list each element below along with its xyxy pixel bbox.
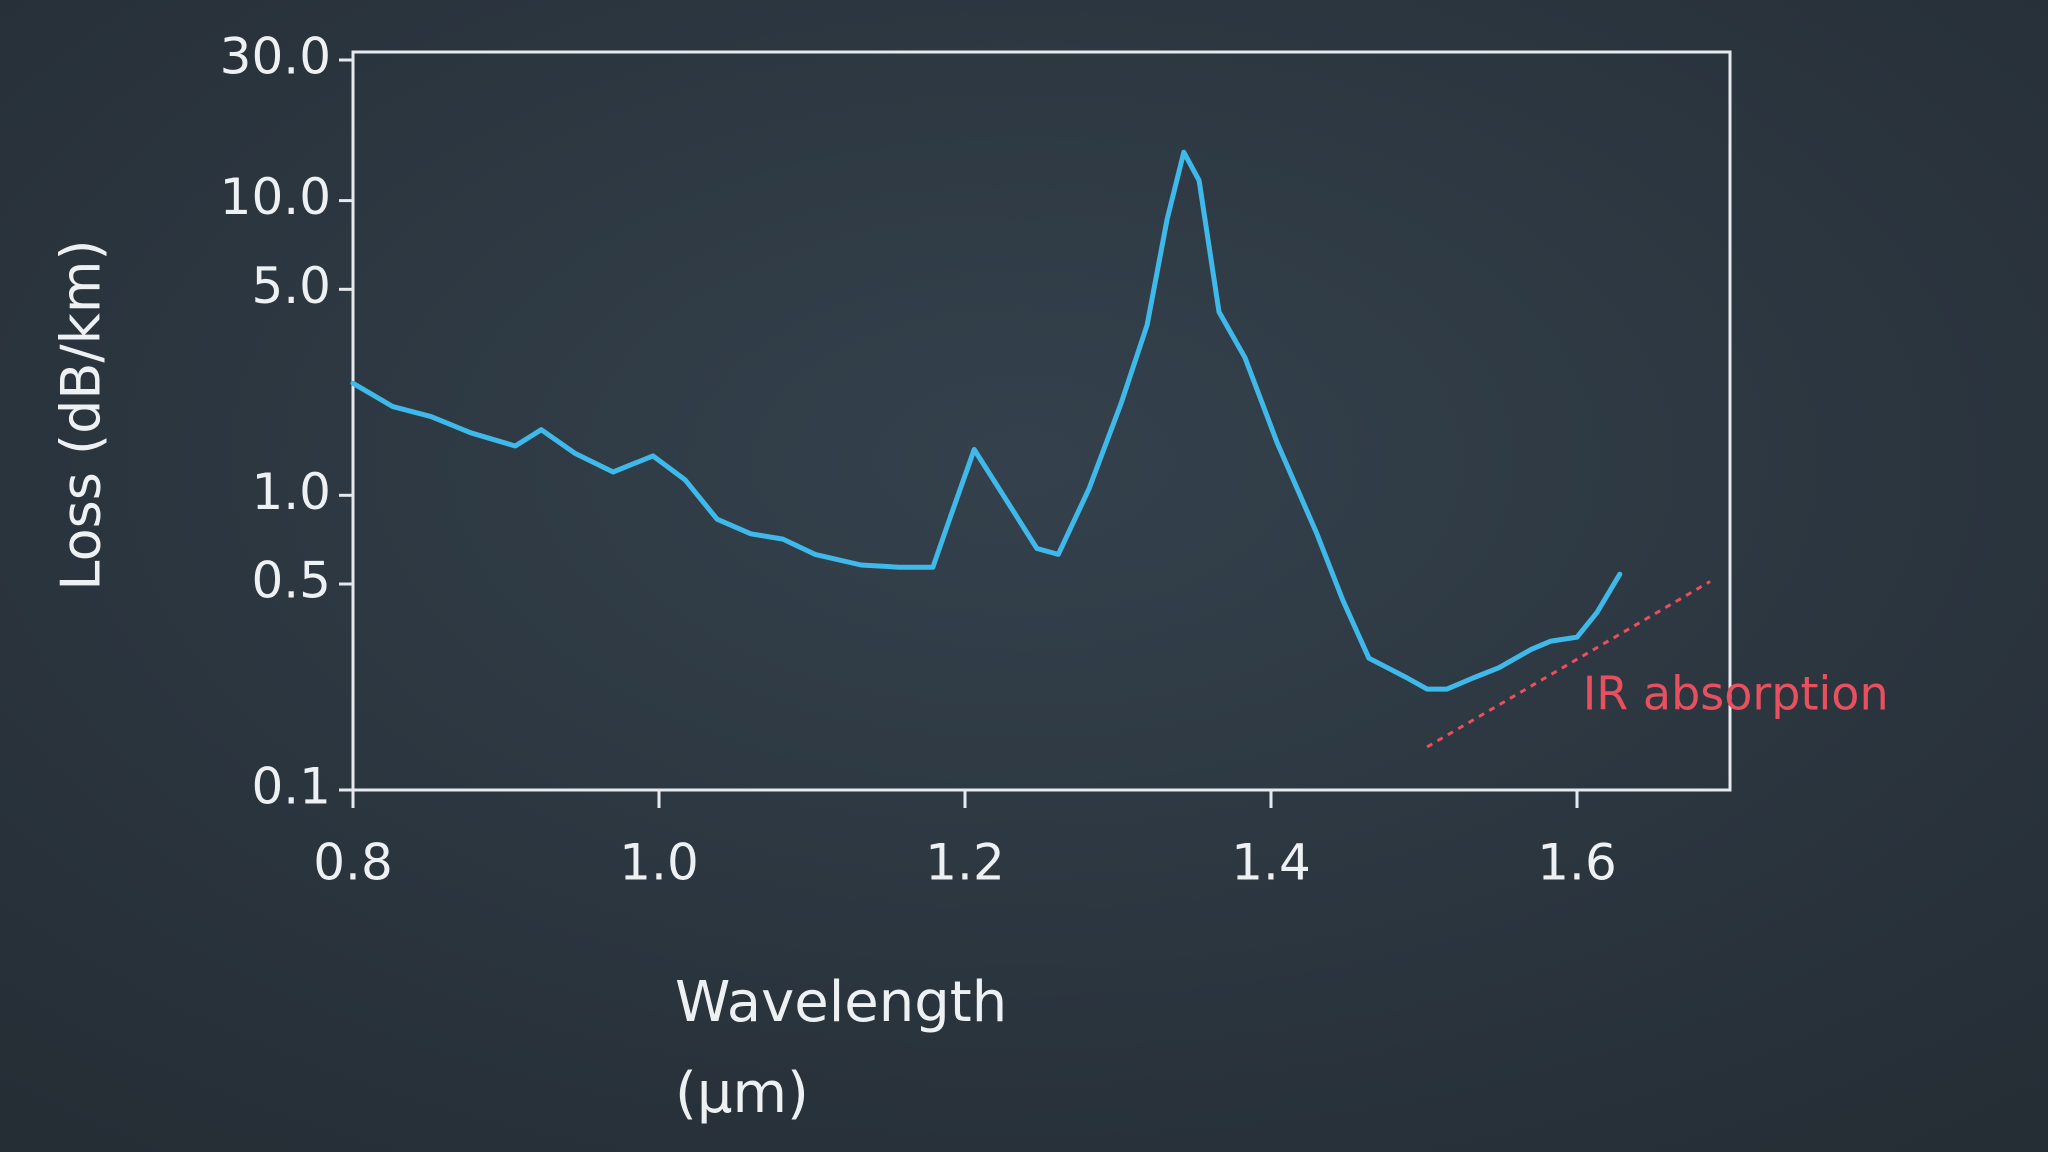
y-tick-label: 5.0: [251, 257, 331, 315]
y-axis-title: Loss (dB/km): [50, 239, 113, 590]
x-tick-label: 1.4: [1231, 834, 1311, 892]
y-tick-label: 10.0: [220, 168, 331, 226]
y-tick-label: 0.5: [251, 552, 331, 610]
y-tick-label: 0.1: [251, 758, 331, 816]
y-tick-label: 30.0: [220, 28, 331, 86]
x-axis-title: Wavelength: [675, 970, 1007, 1035]
x-tick-label: 1.0: [619, 834, 699, 892]
y-tick-label: 1.0: [251, 463, 331, 521]
plot-frame: [351, 50, 1732, 792]
x-tick-label: 0.8: [313, 834, 393, 892]
loss-curve: [350, 149, 1623, 692]
x-axis-unit: (μm): [675, 1061, 809, 1126]
annotation-label: IR absorption: [1583, 666, 1889, 720]
x-tick-label: 1.6: [1537, 834, 1617, 892]
x-tick-label: 1.2: [925, 834, 1005, 892]
